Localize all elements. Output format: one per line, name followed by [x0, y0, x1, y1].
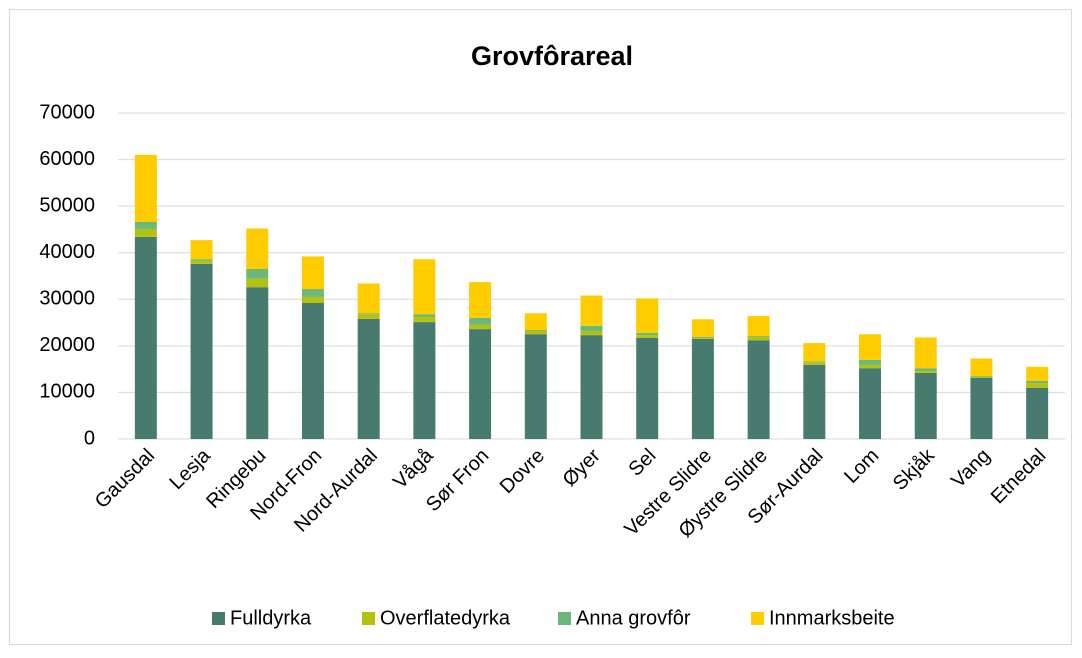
- bar-segment: [301, 256, 324, 290]
- bar-segment: [134, 154, 157, 222]
- bar-segment: [134, 221, 157, 229]
- bar-segment: [413, 259, 436, 315]
- y-tick-label: 60000: [39, 148, 95, 170]
- bar-segment: [524, 334, 547, 439]
- bar-segment: [747, 316, 770, 337]
- bar-segment: [747, 337, 770, 341]
- bar-segment: [246, 278, 269, 288]
- bar-segment: [859, 359, 882, 365]
- legend-label: Anna grovfôr: [576, 607, 691, 629]
- y-tick-label: 0: [84, 427, 95, 449]
- legend-swatch: [751, 612, 764, 625]
- bar-segment: [357, 314, 380, 319]
- bar-segment: [914, 371, 937, 373]
- bar-segment: [747, 336, 770, 338]
- y-tick-label: 20000: [39, 334, 95, 356]
- bar-segment: [1026, 366, 1049, 381]
- y-tick-label: 50000: [39, 194, 95, 216]
- bar-segment: [190, 259, 213, 262]
- y-tick-label: 40000: [39, 241, 95, 263]
- chart-title: Grovfôrareal: [471, 41, 633, 71]
- bar-segment: [246, 287, 269, 439]
- y-tick-label: 30000: [39, 288, 95, 310]
- bar-segment: [413, 322, 436, 439]
- bar-segment: [803, 361, 826, 363]
- bar-segment: [301, 296, 324, 304]
- bar-segment: [134, 228, 157, 237]
- bar-segment: [413, 316, 436, 323]
- bar-segment: [134, 236, 157, 439]
- bar-segment: [190, 240, 213, 260]
- bar-segment: [190, 261, 213, 264]
- bar-segment: [301, 303, 324, 439]
- bar-segment: [246, 269, 269, 279]
- bar-segment: [970, 377, 993, 378]
- bar-segment: [970, 358, 993, 377]
- bar-segment: [636, 335, 659, 338]
- bar-segment: [691, 337, 714, 339]
- bar-segment: [914, 368, 937, 372]
- bar-segment: [636, 337, 659, 439]
- bar-segment: [357, 318, 380, 439]
- bar-segment: [1026, 380, 1049, 384]
- bar-segment: [190, 263, 213, 439]
- legend-label: Overflatedyrka: [380, 607, 511, 629]
- y-tick-label: 10000: [39, 381, 95, 403]
- legend-swatch: [362, 612, 375, 625]
- bar-segment: [357, 313, 380, 315]
- bar-segment: [691, 319, 714, 338]
- bar-segment: [859, 334, 882, 360]
- bar-segment: [914, 337, 937, 369]
- bar-segment: [469, 324, 492, 330]
- y-tick-label: 70000: [39, 101, 95, 123]
- bar-segment: [413, 314, 436, 317]
- bar-segment: [580, 330, 603, 336]
- bar-segment: [580, 335, 603, 439]
- bar-segment: [1026, 383, 1049, 388]
- bar-segment: [636, 332, 659, 336]
- bar-segment: [469, 282, 492, 318]
- bar-segment: [691, 338, 714, 439]
- bar-segment: [747, 340, 770, 439]
- bar-segment: [636, 298, 659, 333]
- legend-swatch: [212, 612, 225, 625]
- bar-segment: [246, 228, 269, 270]
- legend-swatch: [558, 612, 571, 625]
- bar-segment: [469, 329, 492, 439]
- bar-segment: [691, 337, 714, 338]
- bar-segment: [859, 368, 882, 439]
- bar-segment: [469, 317, 492, 325]
- bar-segment: [301, 289, 324, 297]
- legend-label: Fulldyrka: [230, 607, 312, 629]
- bar-segment: [580, 295, 603, 326]
- bar-segment: [970, 377, 993, 439]
- bar-segment: [524, 330, 547, 331]
- legend-label: Innmarksbeite: [769, 607, 895, 629]
- bar-segment: [1026, 387, 1049, 439]
- bar-segment: [803, 343, 826, 362]
- bar-segment: [357, 283, 380, 314]
- bar-segment: [580, 325, 603, 331]
- bar-segment: [803, 362, 826, 365]
- bar-segment: [524, 330, 547, 335]
- bar-segment: [524, 313, 547, 331]
- bar-segment: [914, 372, 937, 439]
- bar-segment: [803, 364, 826, 439]
- bar-segment: [859, 364, 882, 369]
- bar-segment: [970, 376, 993, 378]
